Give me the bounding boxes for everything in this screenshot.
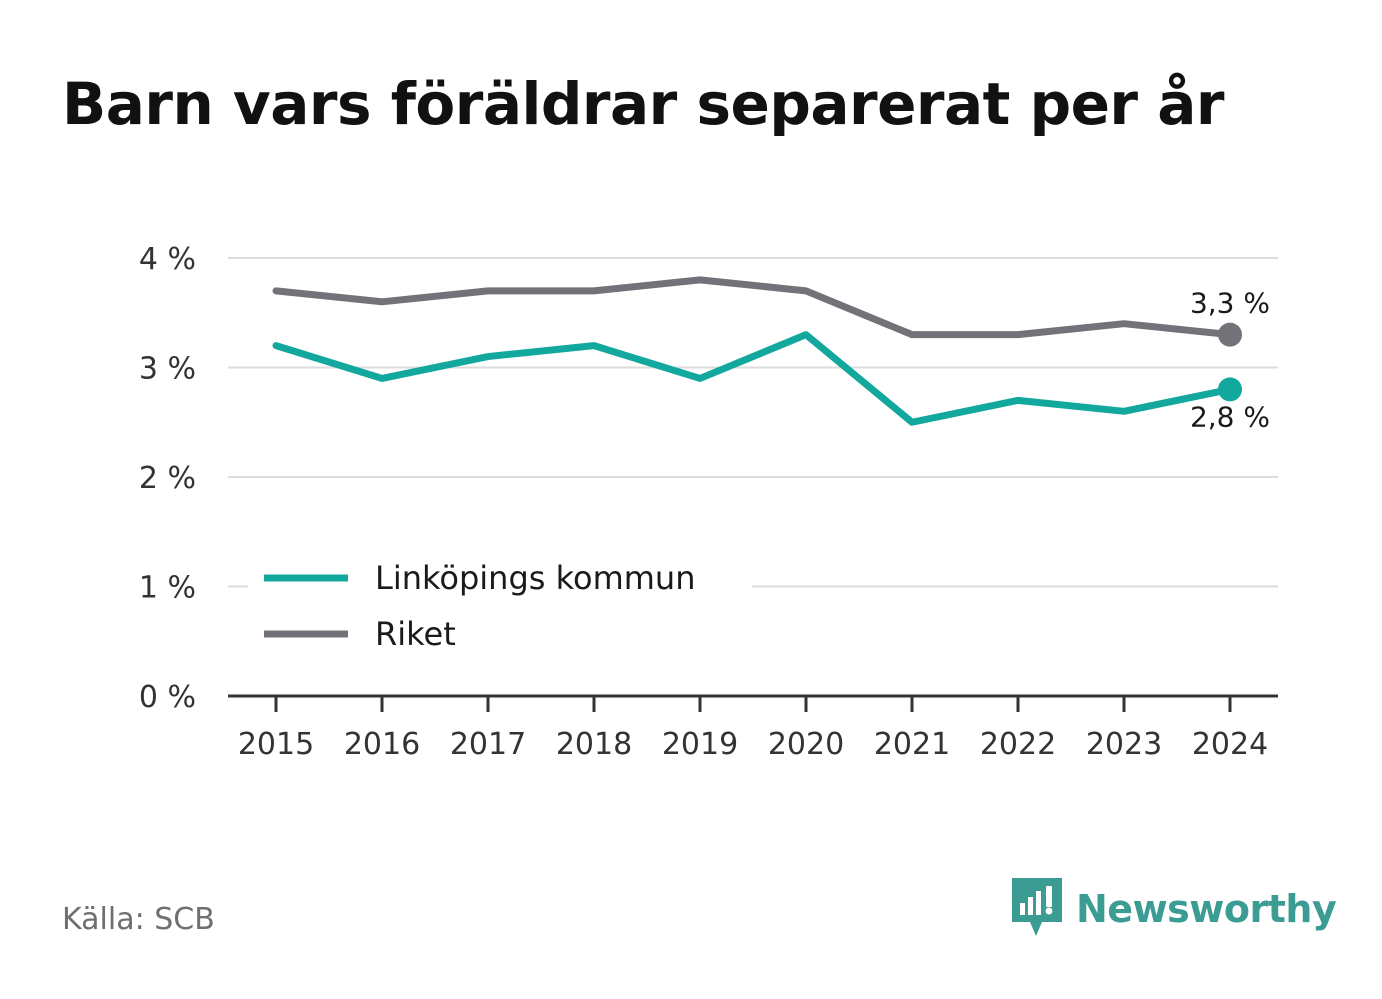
source-note: Källa: SCB (62, 902, 215, 937)
y-tick-label: 4 % (139, 242, 196, 277)
legend-label: Riket (375, 615, 456, 653)
y-tick-label: 1 % (139, 571, 196, 606)
x-tick-label: 2017 (450, 727, 526, 762)
x-tick-label: 2019 (662, 727, 738, 762)
newsworthy-logo-icon (1012, 878, 1062, 936)
x-tick-label: 2024 (1192, 727, 1268, 762)
legend-background (248, 546, 752, 670)
y-tick-label: 0 % (139, 680, 196, 715)
series-line (272, 276, 1234, 339)
end-value-label: 3,3 % (1190, 287, 1270, 320)
x-tick-label: 2015 (238, 727, 314, 762)
y-tick-label: 3 % (139, 352, 196, 387)
legend-label: Linköpings kommun (375, 559, 695, 597)
series-lines (272, 276, 1242, 426)
x-tick-label: 2016 (344, 727, 420, 762)
series-end-marker (1218, 377, 1242, 402)
x-tick-label: 2020 (768, 727, 844, 762)
grid-lines (228, 257, 1278, 588)
end-value-label: 2,8 % (1190, 400, 1270, 433)
x-axis: 2015 2016 2017 2018 2019 2020 2021 2022 2023 2024 (228, 694, 1278, 762)
x-tick-label: 2018 (556, 727, 632, 762)
x-tick-label: 2023 (1086, 727, 1162, 762)
chart-title: Barn vars föräldrar separerat per år (62, 70, 1224, 138)
x-tick-label: 2022 (980, 727, 1056, 762)
y-axis: 0 % 1 % 2 % 3 % 4 % (139, 242, 196, 715)
y-tick-label: 2 % (139, 461, 196, 496)
legend: Linköpings kommun Riket (248, 546, 752, 670)
series-line (272, 331, 1234, 426)
end-labels: 3,3 % 2,8 % (1190, 287, 1270, 434)
brand-name: Newsworthy (1076, 887, 1337, 931)
brand: Newsworthy (1012, 878, 1337, 940)
series-end-marker (1218, 322, 1242, 347)
x-tick-label: 2021 (874, 727, 950, 762)
